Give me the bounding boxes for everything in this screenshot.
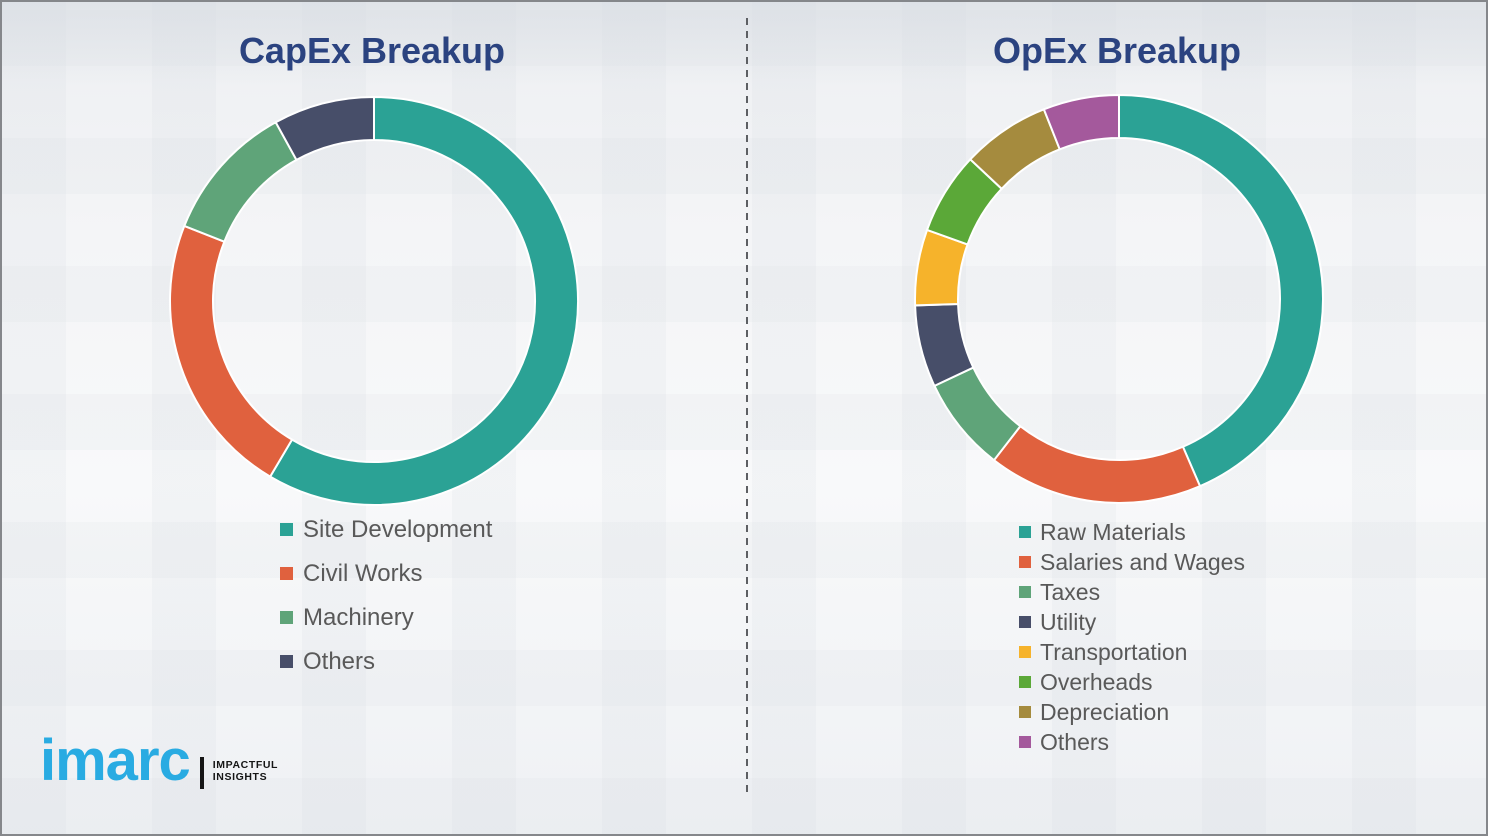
legend-item-others: Others <box>280 648 492 675</box>
legend-item-label: Others <box>1040 729 1110 755</box>
logo-tagline-line1: IMPACTFUL <box>212 759 279 771</box>
legend-item-utility: Utility <box>1019 609 1245 635</box>
legend-color-swatch <box>280 655 293 668</box>
legend-item-salaries-and-wages: Salaries and Wages <box>1019 549 1245 575</box>
donut-segment-raw-materials <box>1118 93 1324 488</box>
logo-tagline: IMPACTFUL INSIGHTS <box>213 759 278 783</box>
legend-item-depreciation: Depreciation <box>1019 699 1245 725</box>
capex-donut-chart <box>169 95 580 506</box>
legend-color-swatch <box>280 567 293 580</box>
opex-legend: Raw Materials Salaries and Wages Taxes Util… <box>1019 519 1245 759</box>
legend-color-swatch <box>280 611 293 624</box>
section-divider-dashed-line <box>746 18 748 792</box>
legend-item-label: Overheads <box>1040 669 1153 695</box>
legend-color-swatch <box>1019 736 1031 748</box>
legend-color-swatch <box>280 523 293 536</box>
logo-divider-bar <box>199 757 204 789</box>
donut-segment-salaries-and-wages <box>992 424 1202 504</box>
legend-item-label: Civil Works <box>303 560 423 587</box>
legend-item-machinery: Machinery <box>280 604 492 631</box>
capex-legend: Site Development Civil Works Machinery Othe… <box>280 516 492 692</box>
legend-item-label: Machinery <box>303 604 414 631</box>
imarc-logo: imarc IMPACTFUL INSIGHTS <box>40 730 278 792</box>
donut-segment-others <box>274 95 375 162</box>
logo-tagline-line2: INSIGHTS <box>212 771 268 783</box>
legend-item-others: Others <box>1019 729 1245 755</box>
legend-color-swatch <box>1019 586 1031 598</box>
capex-chart-title: CapEx Breakup <box>238 30 506 71</box>
legend-item-label: Taxes <box>1040 579 1101 605</box>
opex-donut-chart <box>914 93 1324 504</box>
legend-item-civil-works: Civil Works <box>280 560 492 587</box>
donut-segment-site-development <box>268 95 580 506</box>
legend-color-swatch <box>1019 526 1031 538</box>
legend-item-overheads: Overheads <box>1019 669 1245 695</box>
donut-segment-machinery <box>183 120 298 244</box>
imarc-logo-text: imarc <box>40 728 191 793</box>
legend-item-transportation: Transportation <box>1019 639 1245 665</box>
legend-item-raw-materials: Raw Materials <box>1019 519 1245 545</box>
legend-item-label: Utility <box>1040 609 1097 635</box>
legend-item-label: Salaries and Wages <box>1040 549 1245 575</box>
legend-item-taxes: Taxes <box>1019 579 1245 605</box>
legend-color-swatch <box>1019 616 1031 628</box>
donut-segment-civil-works <box>169 224 294 478</box>
legend-item-label: Transportation <box>1040 639 1188 665</box>
legend-item-label: Raw Materials <box>1040 519 1186 545</box>
legend-color-swatch <box>1019 556 1031 568</box>
legend-color-swatch <box>1019 646 1031 658</box>
legend-item-label: Depreciation <box>1040 699 1170 725</box>
donut-segment-others <box>1042 93 1120 151</box>
legend-item-label: Site Development <box>303 516 493 543</box>
legend-item-label: Others <box>303 648 376 675</box>
legend-item-site-development: Site Development <box>280 516 492 543</box>
legend-color-swatch <box>1019 676 1031 688</box>
opex-chart-title: OpEx Breakup <box>992 30 1242 71</box>
legend-color-swatch <box>1019 706 1031 718</box>
